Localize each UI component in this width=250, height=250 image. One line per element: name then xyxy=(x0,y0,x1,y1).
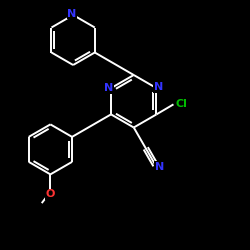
Text: N: N xyxy=(104,83,114,93)
Text: N: N xyxy=(155,162,164,172)
Text: N: N xyxy=(67,9,76,19)
Text: Cl: Cl xyxy=(176,98,188,108)
Text: O: O xyxy=(46,190,55,200)
Text: N: N xyxy=(154,82,163,92)
